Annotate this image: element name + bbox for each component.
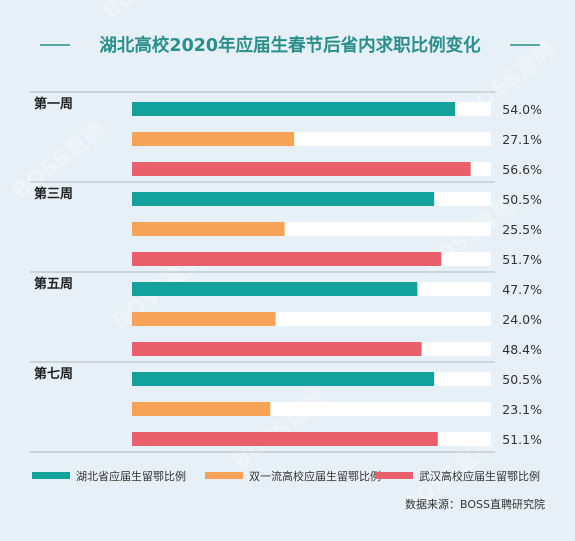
bar	[132, 432, 438, 446]
bar	[132, 282, 418, 296]
chart-title: 湖北高校2020年应届生春节后省内求职比例变化	[99, 35, 481, 56]
category-label: 第五周	[34, 276, 73, 292]
data-label: 48.4%	[502, 342, 542, 357]
data-label: 51.7%	[502, 252, 542, 267]
bar	[132, 342, 422, 356]
legend-label: 武汉高校应届生留鄂比例	[419, 469, 540, 483]
bar	[132, 372, 435, 386]
category-label: 第三周	[34, 186, 73, 202]
source-note: 数据来源：BOSS直聘研究院	[405, 497, 545, 511]
data-label: 25.5%	[502, 222, 542, 237]
bar	[132, 402, 271, 416]
legend-label: 双一流高校应届生留鄂比例	[249, 469, 381, 483]
category-label: 第一周	[34, 96, 73, 112]
bar	[132, 102, 456, 116]
bar	[132, 132, 295, 146]
legend-swatch	[375, 472, 413, 479]
legend-label: 湖北省应届生留鄂比例	[76, 469, 186, 483]
watermark-text: BOSS直聘	[228, 386, 331, 474]
data-label: 51.1%	[502, 432, 542, 447]
data-label: 50.5%	[502, 192, 542, 207]
data-label: 56.6%	[502, 162, 542, 177]
data-label: 54.0%	[502, 102, 542, 117]
data-label: 50.5%	[502, 372, 542, 387]
bar	[132, 222, 285, 236]
category-label: 第七周	[34, 366, 73, 382]
bar	[132, 312, 276, 326]
watermark-text: BOSS直聘	[98, 0, 201, 25]
data-label: 47.7%	[502, 282, 542, 297]
legend-swatch	[32, 472, 70, 479]
data-label: 24.0%	[502, 312, 542, 327]
bar	[132, 162, 471, 176]
legend-swatch	[205, 472, 243, 479]
bar	[132, 192, 435, 206]
data-label: 27.1%	[502, 132, 542, 147]
bar	[132, 252, 442, 266]
data-label: 23.1%	[502, 402, 542, 417]
